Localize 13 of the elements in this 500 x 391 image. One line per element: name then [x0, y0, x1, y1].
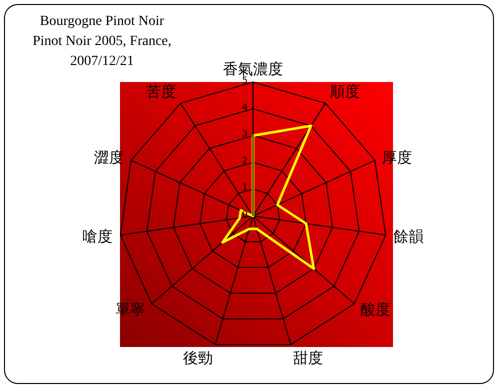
spoke-label: 酸度 [360, 300, 390, 318]
chart-title: Bourgogne Pinot Noir Pinot Noir 2005, France, 2007/12/21 [32, 13, 172, 71]
spoke-label: 香氣濃度 [223, 60, 283, 78]
y-tick-label: 3 [242, 130, 248, 140]
spoke-label: 甜度 [293, 348, 324, 367]
spoke-label: 順度 [330, 82, 360, 101]
spoke-label: 嗆度 [82, 228, 112, 246]
y-tick-label: 4 [242, 102, 248, 113]
spoke-label: 苦度 [146, 82, 176, 101]
y-tick-label: 1 [242, 183, 248, 194]
y-tick-label: 2 [242, 156, 248, 166]
spoke-label: 後勁 [182, 348, 213, 367]
spoke-label: 餘韻 [394, 228, 424, 246]
